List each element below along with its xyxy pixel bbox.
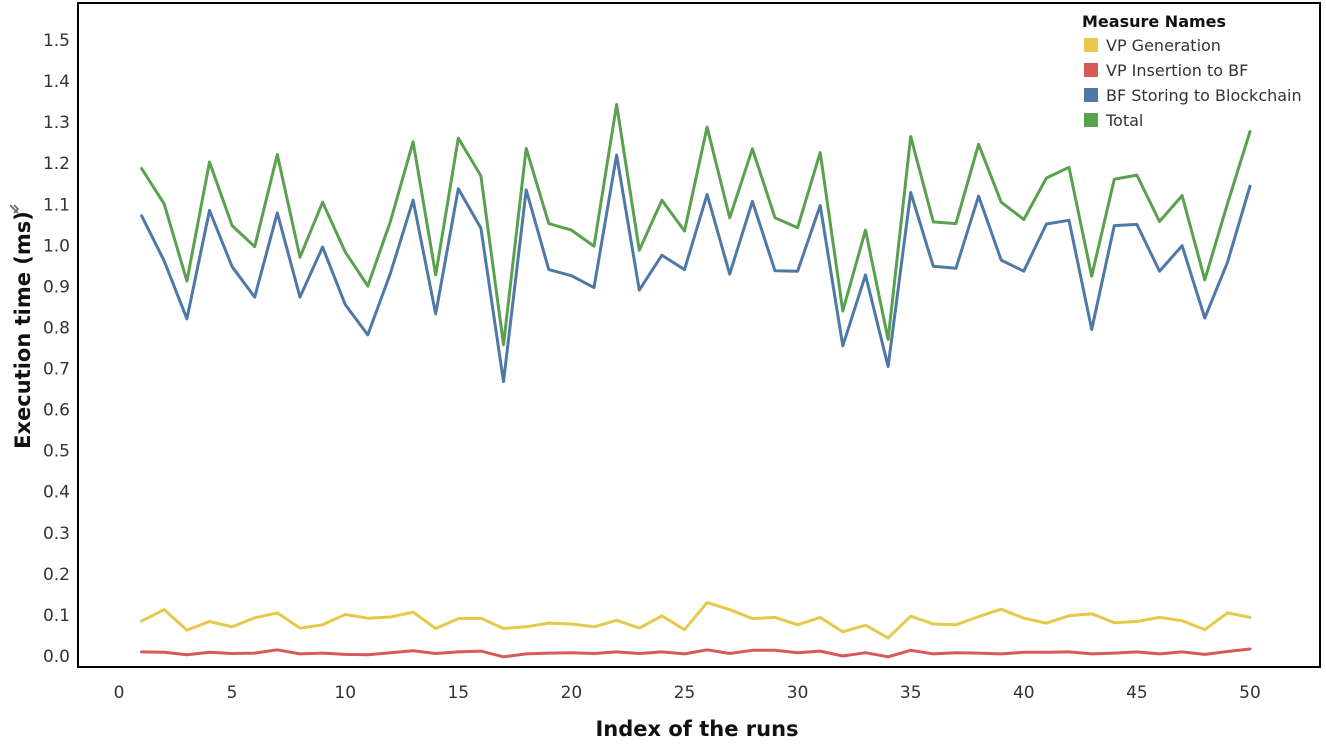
y-tick-label: 0.0 bbox=[43, 647, 70, 667]
y-tick-label: 0.4 bbox=[43, 483, 70, 503]
legend-label: VP Insertion to BF bbox=[1106, 61, 1248, 80]
legend-item[interactable]: VP Insertion to BF bbox=[1084, 61, 1248, 80]
series-lines bbox=[140, 103, 1252, 659]
x-tick-label: 0 bbox=[114, 683, 125, 703]
x-tick-label: 25 bbox=[674, 683, 696, 703]
x-tick-label: 15 bbox=[447, 683, 469, 703]
y-axis-title: Execution time (ms) bbox=[11, 211, 35, 449]
y-tick-label: 0.5 bbox=[43, 442, 70, 462]
y-tick-label: 0.3 bbox=[43, 524, 70, 544]
y-axis-ticks: 0.0 0.1 0.2 0.3 0.4 0.5 0.6 0.7 0.8 0.9 1.0 1.1 1.2 1… bbox=[43, 31, 70, 667]
y-tick-label: 1.1 bbox=[43, 195, 70, 215]
x-tick-label: 5 bbox=[227, 683, 238, 703]
y-tick-label: 1.0 bbox=[43, 236, 70, 256]
y-axis-sort-icon[interactable] bbox=[9, 204, 20, 214]
series-line-bf-storing-to-blockchain[interactable] bbox=[140, 153, 1252, 384]
y-tick-label: 1.3 bbox=[43, 113, 70, 133]
legend-swatch bbox=[1084, 38, 1098, 52]
y-tick-label: 1.4 bbox=[43, 72, 70, 92]
series-line-vp-generation[interactable] bbox=[140, 601, 1252, 640]
x-tick-label: 45 bbox=[1126, 683, 1148, 703]
y-tick-label: 0.1 bbox=[43, 606, 70, 626]
y-tick-label: 0.2 bbox=[43, 565, 70, 585]
y-tick-label: 0.8 bbox=[43, 318, 70, 338]
plot-area-border bbox=[77, 2, 1321, 668]
legend-swatch bbox=[1084, 88, 1098, 102]
y-tick-label: 0.9 bbox=[43, 277, 70, 297]
x-axis-ticks: 0 5 10 15 20 25 30 35 40 45 50 bbox=[114, 683, 1261, 703]
x-tick-label: 10 bbox=[334, 683, 356, 703]
series-line-vp-insertion-to-bf[interactable] bbox=[140, 647, 1252, 659]
legend-item[interactable]: VP Generation bbox=[1084, 36, 1221, 55]
legend-item[interactable]: Total bbox=[1084, 111, 1143, 130]
legend-swatch bbox=[1084, 63, 1098, 77]
legend-swatch bbox=[1084, 113, 1098, 127]
x-tick-label: 20 bbox=[561, 683, 583, 703]
x-tick-label: 35 bbox=[900, 683, 922, 703]
x-tick-label: 40 bbox=[1013, 683, 1035, 703]
x-tick-label: 50 bbox=[1239, 683, 1261, 703]
legend-label: VP Generation bbox=[1106, 36, 1221, 55]
y-tick-label: 1.5 bbox=[43, 31, 70, 51]
y-tick-label: 0.6 bbox=[43, 401, 70, 421]
legend-label: BF Storing to Blockchain bbox=[1106, 86, 1302, 105]
legend-item[interactable]: BF Storing to Blockchain bbox=[1084, 86, 1302, 105]
legend-title: Measure Names bbox=[1082, 12, 1226, 31]
series-line-total[interactable] bbox=[140, 103, 1252, 347]
x-axis-title: Index of the runs bbox=[595, 717, 798, 741]
y-tick-label: 0.7 bbox=[43, 360, 70, 380]
y-tick-label: 1.2 bbox=[43, 154, 70, 174]
x-tick-label: 30 bbox=[787, 683, 809, 703]
legend: Measure Names VP Generation VP Insertion … bbox=[1082, 12, 1302, 130]
legend-label: Total bbox=[1105, 111, 1143, 130]
